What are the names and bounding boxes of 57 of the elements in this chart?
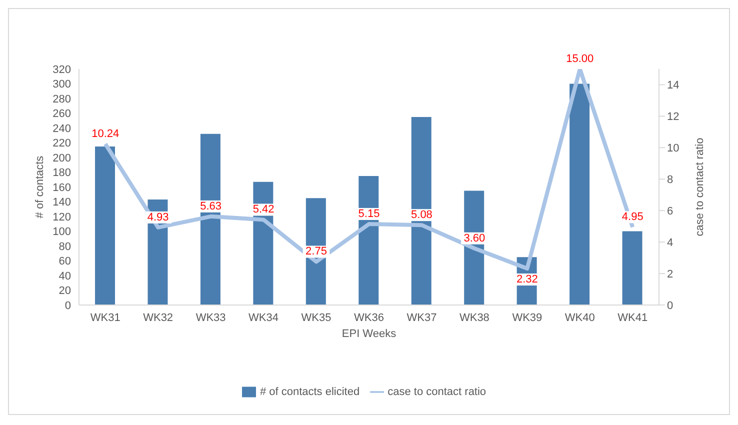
x-tick-label: WK35	[301, 312, 332, 324]
data-label: 5.63	[200, 200, 222, 212]
y-tick-label: 240	[52, 122, 71, 135]
x-tick-label: WK37	[406, 312, 437, 324]
data-label: 5.42	[252, 204, 274, 216]
bar	[622, 231, 642, 305]
data-label: 3.60	[464, 232, 486, 244]
y2-tick-label: 4	[667, 236, 674, 249]
data-label: 5.08	[411, 209, 432, 222]
y-tick-label: 140	[52, 196, 71, 209]
y2-tick-label: 6	[667, 206, 674, 218]
x-tick-label: WK36	[354, 312, 384, 324]
y2-tick-label: 10	[667, 142, 680, 155]
y-tick-label: 160	[52, 182, 71, 194]
x-tick-label: WK38	[459, 312, 490, 324]
data-label: 2.75	[306, 246, 327, 258]
y-tick-label: 60	[58, 256, 71, 268]
bar	[200, 134, 220, 305]
x-tick-label: WK33	[196, 312, 226, 324]
data-label: 4.93	[147, 211, 169, 224]
bar	[411, 116, 432, 305]
y2-tick-label: 0	[667, 300, 674, 312]
y-tick-label: 320	[52, 64, 71, 76]
y-tick-label: 120	[52, 211, 71, 224]
y2-tick-label: 8	[667, 174, 674, 186]
y-axis-title: # of contacts	[34, 155, 46, 218]
data-label: 10.24	[92, 128, 120, 140]
y-tick-label: 300	[52, 78, 71, 91]
y2-tick-label: 2	[667, 268, 674, 280]
y-tick-label: 100	[52, 226, 71, 238]
x-tick-label: WK31	[90, 312, 120, 324]
bar	[95, 146, 115, 305]
y2-tick-label: 14	[667, 80, 680, 92]
y-tick-label: 200	[52, 152, 71, 164]
y-tick-label: 220	[52, 138, 71, 150]
data-label: 15.00	[566, 53, 594, 65]
y-tick-label: 0	[64, 300, 71, 312]
x-tick-label: WK39	[512, 312, 542, 324]
x-axis-title: EPI Weeks	[342, 328, 397, 340]
y-tick-label: 180	[52, 167, 71, 180]
data-label: 5.15	[358, 208, 380, 220]
y2-axis-title: case to contact ratio	[694, 138, 706, 236]
legend-label: # of contacts elicited	[260, 386, 360, 398]
data-label: 2.32	[516, 274, 538, 286]
y-tick-label: 20	[58, 285, 71, 298]
legend-label: case to contact ratio	[388, 386, 486, 398]
y2-tick-label: 12	[667, 111, 680, 124]
y-tick-label: 280	[52, 93, 71, 106]
x-tick-label: WK34	[248, 312, 279, 324]
y-tick-label: 80	[58, 240, 71, 253]
x-tick-label: WK40	[564, 312, 595, 324]
x-tick-label: WK41	[618, 312, 648, 324]
x-tick-label: WK32	[143, 312, 174, 324]
y-tick-label: 40	[58, 270, 71, 282]
bar	[570, 84, 590, 305]
data-label: 4.95	[622, 211, 644, 224]
y-tick-label: 260	[52, 108, 71, 120]
